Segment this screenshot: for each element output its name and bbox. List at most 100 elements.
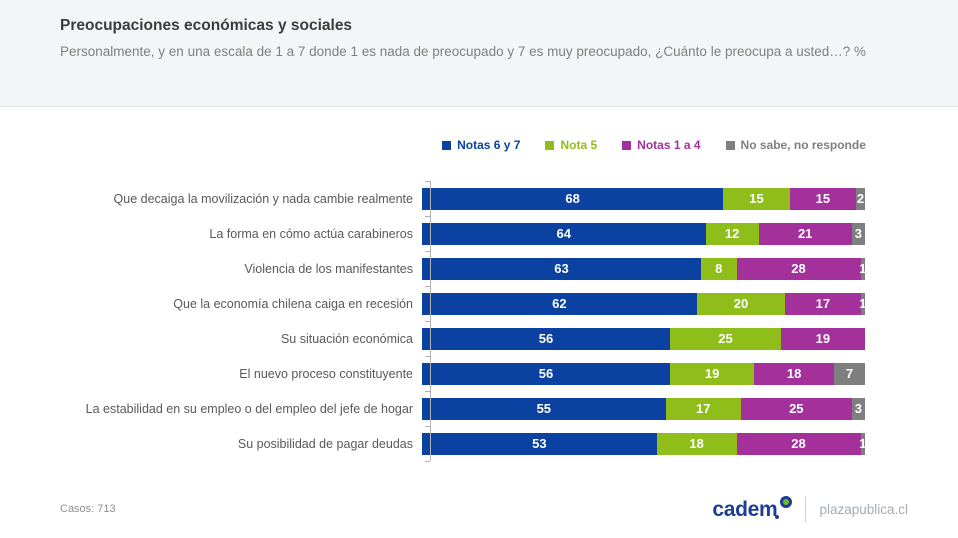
bar-segment: 25 (740, 397, 852, 420)
legend-label: Nota 5 (560, 138, 598, 152)
bar-track: 56 25 19 (422, 327, 865, 350)
bar-segment: 62 (422, 292, 697, 315)
site-label: plazapublica.cl (819, 501, 908, 517)
legend-swatch-icon (725, 140, 735, 150)
bar-track: 62 20 17 1 (422, 292, 867, 315)
cadem-logo-text: cadem (712, 497, 778, 521)
bar-chart: Que decaiga la movilización y nada cambi… (60, 181, 867, 461)
bar-segment: 21 (758, 222, 852, 245)
axis-tick (425, 321, 430, 322)
chart-row: Su posibilidad de pagar deudas 53 18 28 1 (60, 426, 867, 461)
value-label: 1 (859, 296, 867, 311)
axis-tick (425, 286, 430, 287)
bar-segment: 55 (422, 397, 666, 420)
bar-segment: 1 (859, 432, 867, 455)
chart-row: Que decaiga la movilización y nada cambi… (60, 181, 865, 216)
category-label: El nuevo proceso constituyente (239, 366, 413, 381)
bar-segment: 19 (670, 362, 755, 385)
value-label: 55 (536, 401, 552, 416)
axis-tick (425, 216, 430, 217)
bar-segment: 25 (670, 327, 781, 350)
bar-segment: 28 (736, 432, 861, 455)
bar-segment: 12 (705, 222, 759, 245)
value-label: 56 (538, 366, 554, 381)
category-label: Su situación económica (280, 331, 413, 346)
bar-segment: 53 (422, 432, 657, 455)
bar-track: 55 17 25 3 (422, 397, 865, 420)
chart-row: Su situación económica 56 25 19 (60, 321, 865, 356)
category-label: Que decaiga la movilización y nada cambi… (113, 191, 413, 206)
logo-divider (805, 496, 807, 522)
bar-segment: 7 (833, 362, 865, 385)
axis-tick (425, 181, 430, 182)
legend-label: Notas 1 a 4 (637, 138, 701, 152)
value-label: 17 (815, 296, 831, 311)
bar-track: 56 19 18 7 (422, 362, 865, 385)
cadem-logo: cadem (712, 495, 793, 521)
chart-row: Violencia de los manifestantes 63 8 28 1 (60, 251, 867, 286)
legend-label: No sabe, no responde (740, 138, 866, 152)
header: Preocupaciones económicas y sociales Per… (0, 0, 958, 107)
axis-tick (425, 426, 430, 427)
value-label: 21 (797, 226, 813, 241)
value-label: 64 (556, 226, 571, 241)
bar-segment: 18 (656, 432, 737, 455)
value-label: 8 (715, 261, 723, 276)
category-label: Que la economía chilena caiga en recesió… (173, 296, 413, 311)
category-label: Violencia de los manifestantes (244, 261, 413, 276)
legend-item: No sabe, no responde (725, 138, 866, 152)
category-label: Su posibilidad de pagar deudas (237, 436, 413, 451)
value-label: 17 (696, 401, 711, 416)
bar-segment: 2 (856, 187, 865, 210)
bar-track: 53 18 28 1 (422, 432, 867, 455)
chart-row: Que la economía chilena caiga en recesió… (60, 286, 867, 321)
bar-segment: 17 (665, 397, 741, 420)
value-label: 15 (749, 191, 764, 206)
value-label: 2 (856, 191, 865, 206)
bar-segment: 1 (859, 292, 867, 315)
legend-swatch-icon (545, 140, 555, 150)
footer-logo: cadem plazapublica.cl (712, 493, 908, 525)
value-label: 1 (859, 436, 867, 451)
value-label: 28 (791, 261, 806, 276)
bar-track: 64 12 21 3 (422, 222, 865, 245)
page-title: Preocupaciones económicas y sociales (60, 17, 353, 34)
bar-segment: 15 (723, 187, 790, 210)
bar-segment: 63 (422, 257, 702, 280)
value-label: 53 (532, 436, 547, 451)
value-label: 3 (854, 401, 862, 416)
value-label: 56 (538, 331, 554, 346)
axis-tick (425, 356, 430, 357)
cadem-logo-dot-icon (775, 514, 780, 519)
axis-tick (425, 461, 430, 462)
value-label: 19 (815, 331, 831, 346)
chart-row: El nuevo proceso constituyente 56 19 18 7 (60, 356, 865, 391)
bar-segment: 8 (701, 257, 737, 280)
value-label: 18 (689, 436, 704, 451)
value-label: 28 (791, 436, 806, 451)
category-label: La forma en cómo actúa carabineros (209, 226, 413, 241)
value-label: 1 (859, 261, 867, 276)
bar-segment: 15 (789, 187, 857, 210)
cadem-logo-ring-icon (780, 495, 793, 508)
cases-note: Casos: 713 (60, 503, 116, 515)
bar-segment: 28 (736, 257, 861, 280)
bar-segment: 19 (780, 327, 865, 350)
value-label: 20 (733, 296, 749, 311)
bar-segment: 3 (851, 397, 865, 420)
axis-tick (425, 391, 430, 392)
value-label: 25 (718, 331, 733, 346)
value-label: 12 (724, 226, 740, 241)
bar-segment: 20 (696, 292, 786, 315)
bar-segment: 56 (422, 362, 671, 385)
value-label: 62 (552, 296, 567, 311)
bar-segment: 18 (754, 362, 834, 385)
chart-rows: Que decaiga la movilización y nada cambi… (60, 181, 867, 461)
legend-swatch-icon (442, 140, 452, 150)
page-subtitle: Personalmente, y en una escala de 1 a 7 … (60, 44, 867, 59)
value-label: 7 (845, 366, 854, 381)
bar-track: 68 15 15 2 (422, 187, 865, 210)
legend-swatch-icon (622, 140, 632, 150)
bar-segment: 56 (422, 327, 671, 350)
